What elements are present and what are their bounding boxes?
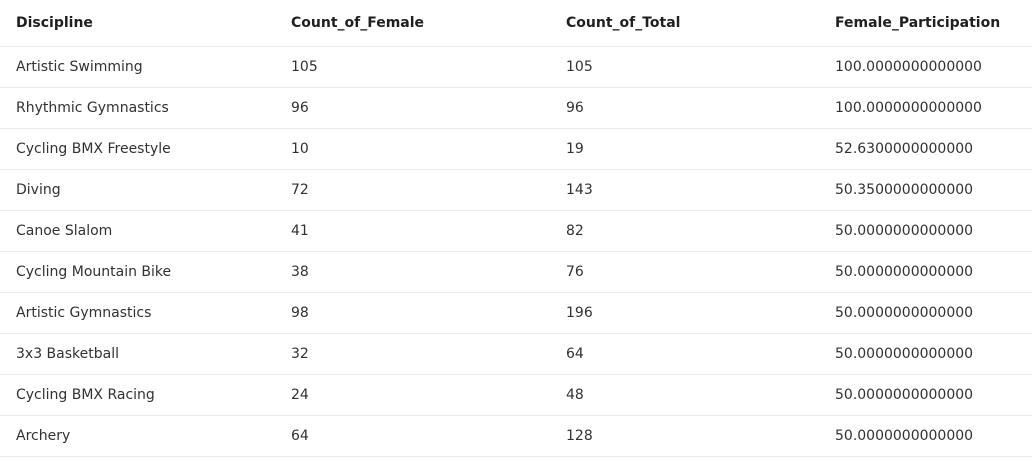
cell-count-of-total: 143 — [550, 169, 825, 211]
table-row: Artistic Swimming 105 105 100.0000000000… — [0, 46, 1032, 88]
table-row: Cycling Mountain Bike 38 76 50.000000000… — [0, 251, 1032, 293]
cell-count-of-female: 32 — [275, 333, 550, 375]
table-row: 3x3 Basketball 32 64 50.0000000000000 — [0, 333, 1032, 375]
cell-female-participation: 50.0000000000000 — [825, 210, 1032, 252]
cell-discipline: Artistic Swimming — [0, 46, 275, 88]
table-row: Diving 72 143 50.3500000000000 — [0, 169, 1032, 211]
cell-count-of-female: 64 — [275, 415, 550, 457]
cell-count-of-female: 72 — [275, 169, 550, 211]
cell-count-of-total: 82 — [550, 210, 825, 252]
cell-female-participation: 52.6300000000000 — [825, 128, 1032, 170]
results-table: Discipline Count_of_Female Count_of_Tota… — [0, 0, 1032, 457]
cell-discipline: Diving — [0, 169, 275, 211]
cell-count-of-female: 105 — [275, 46, 550, 88]
cell-discipline: 3x3 Basketball — [0, 333, 275, 375]
cell-female-participation: 50.3500000000000 — [825, 169, 1032, 211]
table-body: Artistic Swimming 105 105 100.0000000000… — [0, 46, 1032, 457]
cell-female-participation: 50.0000000000000 — [825, 333, 1032, 375]
cell-discipline: Artistic Gymnastics — [0, 292, 275, 334]
cell-count-of-total: 105 — [550, 46, 825, 88]
table-row: Archery 64 128 50.0000000000000 — [0, 415, 1032, 457]
cell-count-of-total: 128 — [550, 415, 825, 457]
cell-count-of-total: 19 — [550, 128, 825, 170]
cell-female-participation: 100.0000000000000 — [825, 87, 1032, 129]
cell-discipline: Cycling BMX Racing — [0, 374, 275, 416]
cell-female-participation: 50.0000000000000 — [825, 415, 1032, 457]
cell-discipline: Archery — [0, 415, 275, 457]
cell-count-of-female: 10 — [275, 128, 550, 170]
column-header-female-participation[interactable]: Female_Participation — [825, 0, 1032, 47]
header-row: Discipline Count_of_Female Count_of_Tota… — [0, 0, 1032, 47]
cell-count-of-total: 76 — [550, 251, 825, 293]
column-header-discipline[interactable]: Discipline — [0, 0, 275, 47]
cell-discipline: Canoe Slalom — [0, 210, 275, 252]
cell-female-participation: 50.0000000000000 — [825, 292, 1032, 334]
table-row: Cycling BMX Racing 24 48 50.000000000000… — [0, 374, 1032, 416]
table-row: Artistic Gymnastics 98 196 50.0000000000… — [0, 292, 1032, 334]
cell-count-of-female: 41 — [275, 210, 550, 252]
cell-count-of-total: 48 — [550, 374, 825, 416]
cell-count-of-female: 38 — [275, 251, 550, 293]
cell-count-of-female: 96 — [275, 87, 550, 129]
cell-discipline: Cycling BMX Freestyle — [0, 128, 275, 170]
cell-discipline: Cycling Mountain Bike — [0, 251, 275, 293]
table-header: Discipline Count_of_Female Count_of_Tota… — [0, 0, 1032, 47]
table-row: Cycling BMX Freestyle 10 19 52.630000000… — [0, 128, 1032, 170]
table-row: Canoe Slalom 41 82 50.0000000000000 — [0, 210, 1032, 252]
cell-count-of-total: 96 — [550, 87, 825, 129]
cell-count-of-female: 98 — [275, 292, 550, 334]
cell-female-participation: 50.0000000000000 — [825, 374, 1032, 416]
cell-count-of-total: 196 — [550, 292, 825, 334]
cell-female-participation: 100.0000000000000 — [825, 46, 1032, 88]
cell-count-of-total: 64 — [550, 333, 825, 375]
cell-female-participation: 50.0000000000000 — [825, 251, 1032, 293]
column-header-count-of-female[interactable]: Count_of_Female — [275, 0, 550, 47]
table-row: Rhythmic Gymnastics 96 96 100.0000000000… — [0, 87, 1032, 129]
column-header-count-of-total[interactable]: Count_of_Total — [550, 0, 825, 47]
cell-discipline: Rhythmic Gymnastics — [0, 87, 275, 129]
cell-count-of-female: 24 — [275, 374, 550, 416]
